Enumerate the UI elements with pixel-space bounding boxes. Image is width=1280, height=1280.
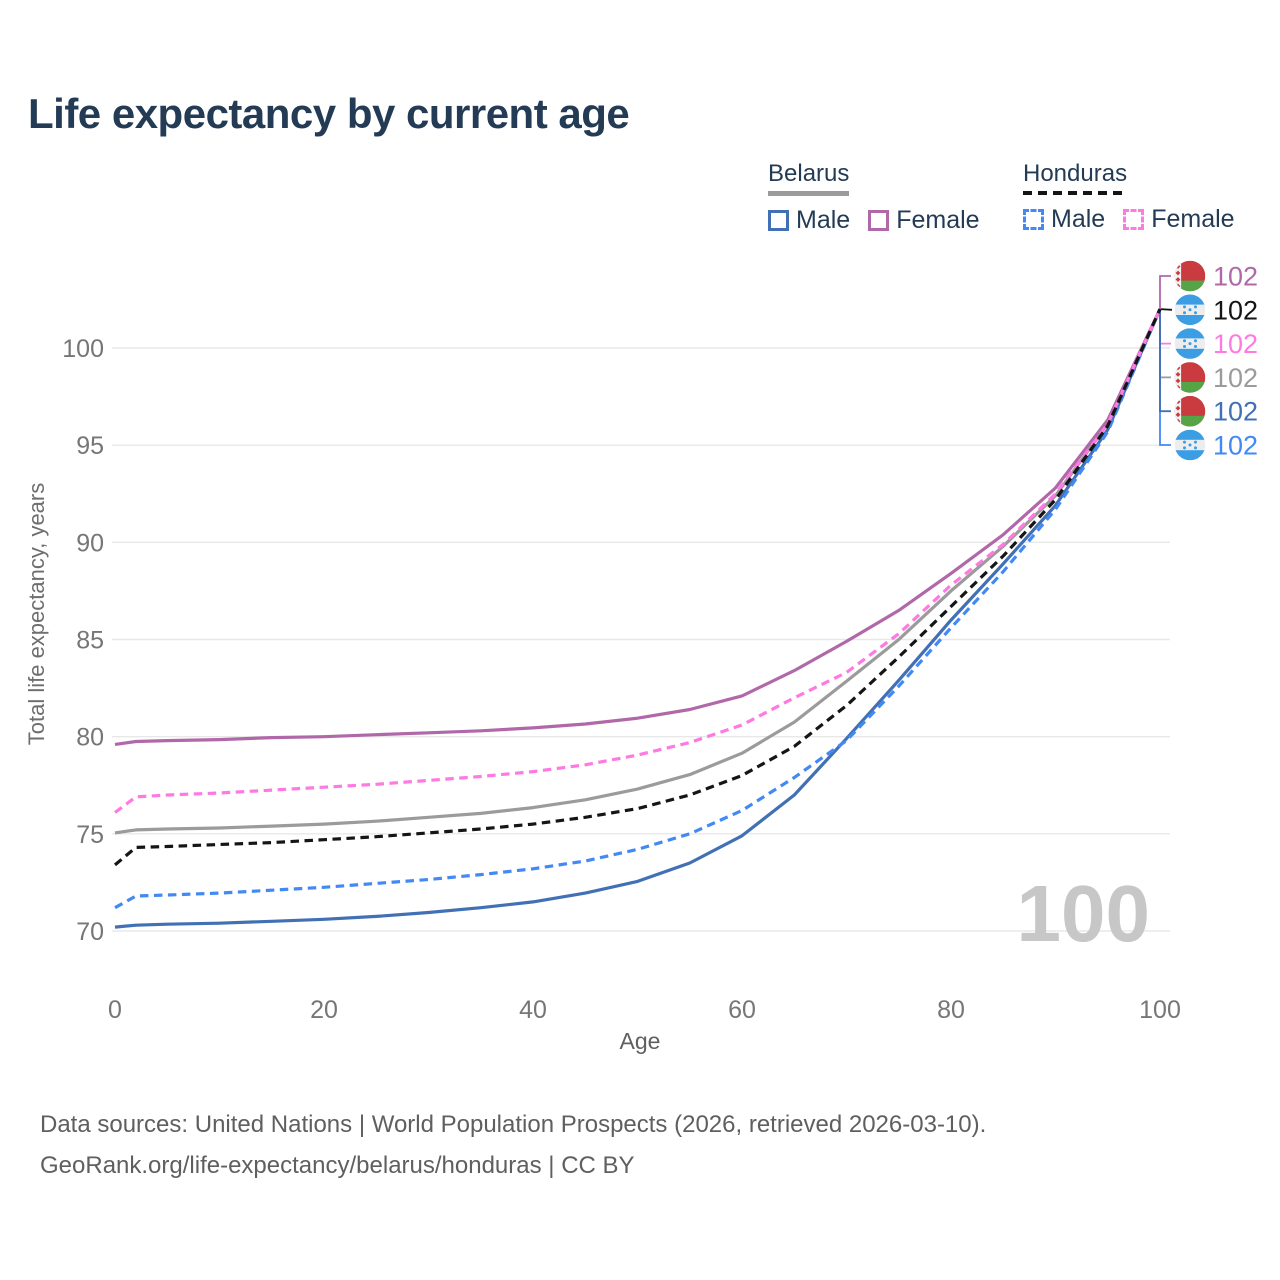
y-tick-label: 85 xyxy=(76,627,104,655)
legend-country-belarus[interactable]: Belarus xyxy=(768,160,850,187)
flag-icon-honduras xyxy=(1174,429,1206,461)
series-line-honduras-male xyxy=(114,308,1162,910)
end-value-label-honduras-female: 102 xyxy=(1213,329,1258,359)
flag-star xyxy=(1194,345,1197,348)
end-value-label-belarus-male: 102 xyxy=(1213,397,1258,427)
x-tick-label: 40 xyxy=(519,996,547,1024)
end-label-connector-honduras-average xyxy=(1159,308,1173,311)
flag-green-band xyxy=(1174,382,1206,393)
legend-label-honduras-female: Female xyxy=(1151,205,1235,233)
flag-icon-belarus xyxy=(1174,395,1206,427)
footer-attribution-url: GeoRank.org/life-expectancy/belarus/hond… xyxy=(40,1152,635,1179)
legend-underline-honduras-dashed xyxy=(1023,191,1128,195)
flag-ornament-strip xyxy=(1174,395,1182,427)
end-value-label-honduras-male: 102 xyxy=(1213,431,1258,461)
flag-star xyxy=(1188,443,1192,447)
y-tick-label: 75 xyxy=(76,821,104,849)
flag-icon-belarus xyxy=(1174,362,1206,393)
x-tick-label: 80 xyxy=(937,996,965,1024)
legend-group-belarus: Belarus Male Female xyxy=(768,160,998,235)
y-tick-label: 95 xyxy=(76,432,104,460)
flag-icon-honduras xyxy=(1174,294,1206,326)
legend-label-belarus-male: Male xyxy=(796,206,851,234)
legend-underline-belarus-solid xyxy=(768,191,850,196)
flag-star xyxy=(1183,311,1186,315)
series-line-honduras-female xyxy=(114,308,1162,814)
y-axis-title: Total life expectancy, years xyxy=(24,483,49,746)
flag-blue-band-bottom xyxy=(1174,348,1206,359)
x-tick-label: 60 xyxy=(728,996,756,1024)
y-tick-label: 70 xyxy=(76,918,104,946)
series-line-belarus-male xyxy=(114,308,1162,929)
flag-blue-band-top xyxy=(1174,429,1206,440)
y-tick-label: 100 xyxy=(62,335,104,363)
legend-label-belarus-female: Female xyxy=(896,206,980,234)
flag-blue-band-top xyxy=(1174,294,1206,305)
flag-star xyxy=(1194,311,1197,315)
flag-star xyxy=(1183,305,1186,309)
flag-star xyxy=(1194,446,1197,450)
flag-green-band xyxy=(1174,280,1206,292)
age-indicator-watermark: 100 xyxy=(1017,869,1150,958)
flag-star xyxy=(1183,345,1186,348)
series-line-honduras-average xyxy=(113,308,1162,867)
flag-star xyxy=(1188,342,1192,346)
flag-blue-band-bottom xyxy=(1174,450,1206,461)
end-value-label-belarus-female: 102 xyxy=(1213,262,1258,292)
flag-ornament-strip xyxy=(1174,260,1182,292)
flag-icon-honduras xyxy=(1174,328,1206,359)
flag-star xyxy=(1194,440,1197,444)
legend-item-honduras-male[interactable]: Male xyxy=(1023,205,1105,234)
page-title: Life expectancy by current age xyxy=(28,90,630,137)
legend-swatch-belarus-female xyxy=(868,210,890,231)
end-label-connector-honduras-female xyxy=(1159,309,1171,345)
end-value-label-honduras-average: 102 xyxy=(1213,295,1258,325)
flag-icon-belarus xyxy=(1174,260,1206,292)
flag-star xyxy=(1194,305,1197,309)
legend-group-honduras: Honduras Male Female xyxy=(1023,160,1253,234)
x-tick-label: 20 xyxy=(310,996,338,1024)
footer: Data sources: United Nations | World Pop… xyxy=(40,1104,986,1186)
flag-ornament-strip xyxy=(1174,362,1182,393)
footer-data-sources: Data sources: United Nations | World Pop… xyxy=(40,1111,987,1138)
flag-star xyxy=(1183,446,1186,450)
legend-label-honduras-male: Male xyxy=(1051,205,1106,233)
flag-star xyxy=(1183,440,1186,444)
legend-item-belarus-female[interactable]: Female xyxy=(868,206,980,235)
legend-item-belarus-male[interactable]: Male xyxy=(768,206,850,235)
end-value-label-belarus-average: 102 xyxy=(1213,363,1258,393)
legend-swatch-honduras-male xyxy=(1023,209,1044,230)
legend-country-honduras[interactable]: Honduras xyxy=(1023,160,1128,187)
end-label-connector-belarus-male xyxy=(1159,309,1171,413)
end-label-connector-belarus-female xyxy=(1159,275,1171,310)
legend-item-honduras-female[interactable]: Female xyxy=(1123,205,1235,234)
flag-blue-band-top xyxy=(1174,328,1206,339)
x-tick-label: 100 xyxy=(1139,996,1181,1024)
legend-swatch-honduras-female xyxy=(1123,209,1145,230)
flag-star xyxy=(1188,308,1192,312)
series-line-belarus-average xyxy=(114,308,1162,835)
series-line-belarus-female xyxy=(114,308,1162,746)
legend-swatch-belarus-male xyxy=(768,210,789,231)
flag-star xyxy=(1194,339,1197,343)
flag-green-band xyxy=(1174,415,1206,427)
y-tick-label: 90 xyxy=(76,529,104,557)
flag-blue-band-bottom xyxy=(1174,315,1206,326)
flag-star xyxy=(1183,339,1186,343)
x-axis-title: Age xyxy=(620,1028,661,1054)
x-tick-label: 0 xyxy=(108,996,122,1024)
y-tick-label: 80 xyxy=(76,724,104,752)
